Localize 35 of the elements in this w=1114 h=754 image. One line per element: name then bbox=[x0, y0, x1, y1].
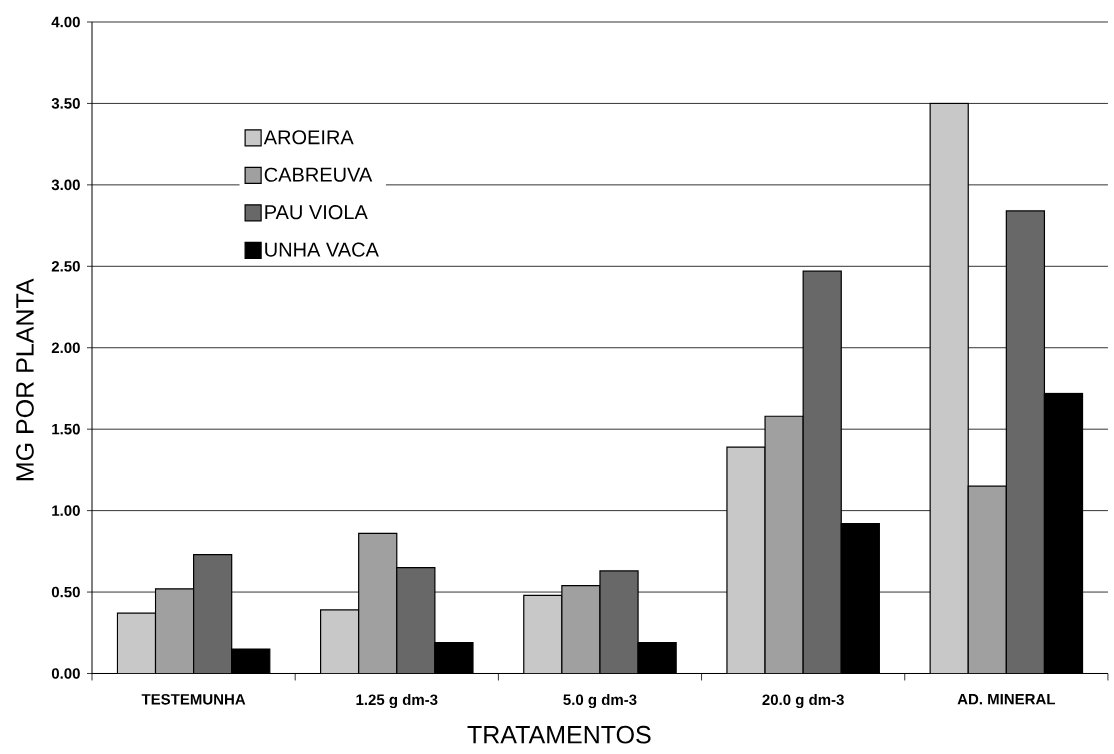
y-axis-title: MG POR PLANTA bbox=[16, 278, 34, 481]
bar bbox=[358, 532, 398, 674]
bar bbox=[599, 570, 639, 674]
legend-label: CABREUVA bbox=[264, 167, 373, 182]
y-tick-label: 2.50 bbox=[51, 260, 80, 272]
bar bbox=[396, 567, 436, 674]
bar bbox=[116, 612, 157, 674]
bar bbox=[561, 584, 601, 674]
bar bbox=[319, 609, 360, 674]
x-tick-label: 5.0 g dm-3 bbox=[563, 694, 637, 709]
bar bbox=[802, 270, 842, 674]
bar bbox=[1005, 210, 1046, 674]
bar bbox=[764, 415, 804, 674]
y-tick-label: 4.00 bbox=[51, 16, 80, 28]
y-tick-label: 3.00 bbox=[51, 179, 80, 191]
bar bbox=[929, 102, 969, 674]
y-tick-label: 1.00 bbox=[52, 505, 80, 516]
y-tick-label: 0.50 bbox=[51, 586, 80, 598]
y-tick-label: 0.00 bbox=[51, 668, 80, 679]
x-tick-label: AD. MINERAL bbox=[957, 694, 1056, 705]
bar bbox=[193, 553, 233, 674]
bar bbox=[967, 485, 1007, 674]
bar bbox=[154, 588, 195, 674]
x-tick-label: 1.25 g dm-3 bbox=[356, 694, 438, 709]
y-tick-label: 2.00 bbox=[51, 342, 80, 354]
x-tick-label: 20.0 g dm-3 bbox=[762, 694, 844, 709]
legend-label: AROEIRA bbox=[263, 130, 354, 145]
legend-label: UNHA VACA bbox=[265, 242, 379, 257]
y-tick-label: 3.50 bbox=[51, 98, 80, 109]
legend-label: PAU VIOLA bbox=[265, 205, 368, 220]
bar bbox=[523, 594, 563, 674]
x-tick-label: TESTEMUNHA bbox=[141, 694, 246, 705]
bar bbox=[726, 446, 766, 674]
y-tick-label: 1.50 bbox=[52, 423, 80, 435]
x-axis-title: TRATAMENTOS bbox=[467, 725, 651, 744]
